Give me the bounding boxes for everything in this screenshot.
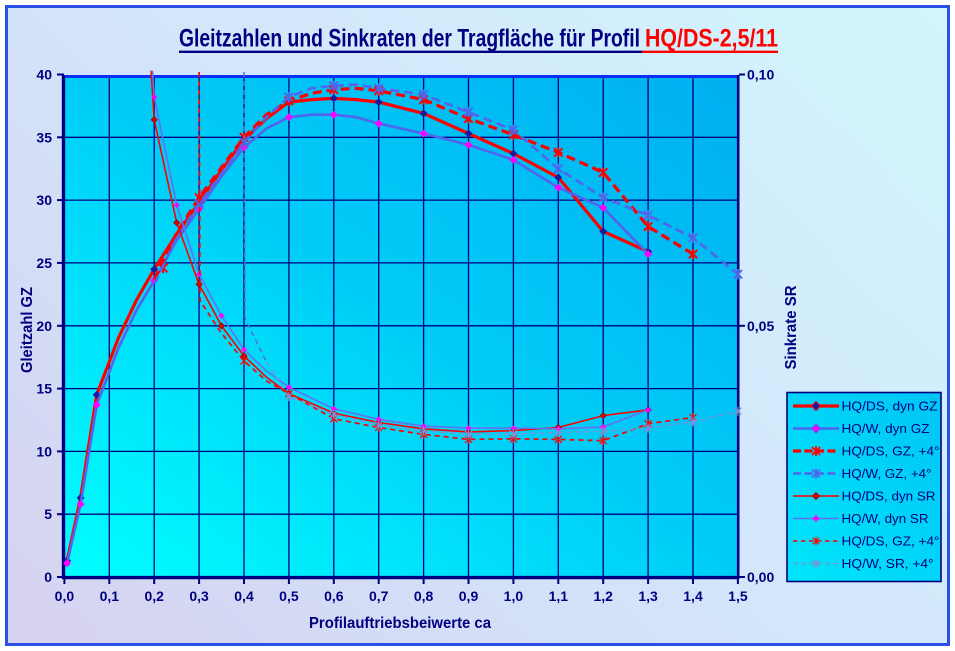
svg-text:HQ/W, SR, +4°: HQ/W, SR, +4° xyxy=(842,556,934,571)
svg-text:0: 0 xyxy=(44,569,52,585)
svg-text:1,1: 1,1 xyxy=(549,588,569,604)
svg-text:HQ/DS, dyn GZ: HQ/DS, dyn GZ xyxy=(842,399,938,414)
svg-text:1,4: 1,4 xyxy=(683,588,703,604)
svg-text:15: 15 xyxy=(36,381,52,397)
svg-text:0,1: 0,1 xyxy=(100,588,120,604)
svg-text:0,5: 0,5 xyxy=(279,588,299,604)
svg-text:30: 30 xyxy=(36,192,52,208)
svg-text:10: 10 xyxy=(36,443,52,459)
svg-text:Sinkrate SR: Sinkrate SR xyxy=(783,285,800,369)
svg-text:HQ/W, dyn SR: HQ/W, dyn SR xyxy=(842,511,929,526)
svg-text:0,7: 0,7 xyxy=(369,588,389,604)
svg-text:Profilauftriebsbeiwerte ca: Profilauftriebsbeiwerte ca xyxy=(309,615,491,632)
svg-text:HQ/DS, GZ, +4°: HQ/DS, GZ, +4° xyxy=(842,444,940,459)
svg-text:0,8: 0,8 xyxy=(414,588,434,604)
svg-text:0,05: 0,05 xyxy=(747,318,774,334)
svg-text:35: 35 xyxy=(36,129,52,145)
svg-text:40: 40 xyxy=(36,67,52,83)
svg-text:0,4: 0,4 xyxy=(234,588,254,604)
svg-text:1,2: 1,2 xyxy=(593,588,613,604)
svg-text:5: 5 xyxy=(44,506,52,522)
svg-text:25: 25 xyxy=(36,255,52,271)
svg-text:Gleitzahl GZ: Gleitzahl GZ xyxy=(19,287,36,373)
svg-text:20: 20 xyxy=(36,318,52,334)
svg-text:1,3: 1,3 xyxy=(638,588,658,604)
svg-text:1,5: 1,5 xyxy=(728,588,748,604)
svg-text:0,10: 0,10 xyxy=(747,67,774,83)
svg-text:HQ/DS, GZ, +4°: HQ/DS, GZ, +4° xyxy=(842,534,940,549)
svg-text:0,0: 0,0 xyxy=(55,588,75,604)
svg-text:0,6: 0,6 xyxy=(324,588,344,604)
svg-text:0,3: 0,3 xyxy=(189,588,209,604)
svg-text:HQ/W, GZ, +4°: HQ/W, GZ, +4° xyxy=(842,466,932,481)
svg-text:0,2: 0,2 xyxy=(144,588,164,604)
svg-text:HQ/W, dyn GZ: HQ/W, dyn GZ xyxy=(842,421,930,436)
svg-text:HQ/DS, dyn SR: HQ/DS, dyn SR xyxy=(842,489,936,504)
svg-text:0,9: 0,9 xyxy=(459,588,479,604)
svg-text:1,0: 1,0 xyxy=(504,588,524,604)
svg-text:Gleitzahlen und Sinkraten der: Gleitzahlen und Sinkraten der Tragfläche… xyxy=(179,25,778,53)
svg-text:0,00: 0,00 xyxy=(747,569,774,585)
